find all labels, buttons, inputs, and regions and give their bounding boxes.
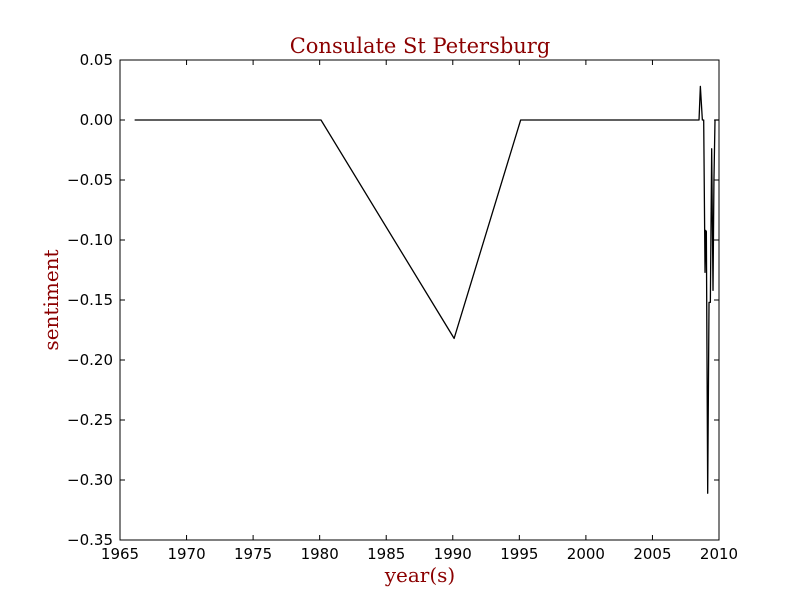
series-line-0 bbox=[134, 85, 719, 494]
x-tick-label: 1995 bbox=[500, 545, 538, 563]
x-tick-label: 1980 bbox=[301, 545, 339, 563]
plot-area: 1965 1970 1975 1980 1985 1990 1995 2000 2005 2010… bbox=[67, 51, 738, 563]
y-tick-label: 0.05 bbox=[80, 51, 113, 69]
y-tick-label: −0.30 bbox=[67, 471, 113, 489]
x-tick-label: 1965 bbox=[101, 545, 139, 563]
y-tick-label: −0.25 bbox=[67, 411, 113, 429]
x-tick-label: 1990 bbox=[434, 545, 472, 563]
y-tick-label: −0.20 bbox=[67, 351, 113, 369]
series-layer bbox=[134, 85, 719, 494]
y-axis-label: sentiment bbox=[39, 249, 63, 350]
y-tick-label: −0.15 bbox=[67, 291, 113, 309]
x-tick-label: 1975 bbox=[234, 545, 272, 563]
x-tick-label: 1985 bbox=[367, 545, 405, 563]
y-tick-label: −0.35 bbox=[67, 531, 113, 549]
y-axis-ticks: 0.05 0.00 −0.05 −0.10 −0.15 −0.20 −0.25 −0.30 −0… bbox=[67, 51, 719, 549]
y-tick-label: −0.10 bbox=[67, 231, 113, 249]
y-tick-label: 0.00 bbox=[80, 111, 113, 129]
chart-title: Consulate St Petersburg bbox=[290, 34, 551, 58]
x-tick-label: 2010 bbox=[700, 545, 738, 563]
x-axis-label: year(s) bbox=[384, 563, 456, 587]
x-tick-label: 2000 bbox=[567, 545, 605, 563]
x-axis-ticks: 1965 1970 1975 1980 1985 1990 1995 2000 2005 2010 bbox=[101, 60, 738, 563]
x-tick-label: 2005 bbox=[633, 545, 671, 563]
y-tick-label: −0.05 bbox=[67, 171, 113, 189]
x-tick-label: 1970 bbox=[167, 545, 205, 563]
